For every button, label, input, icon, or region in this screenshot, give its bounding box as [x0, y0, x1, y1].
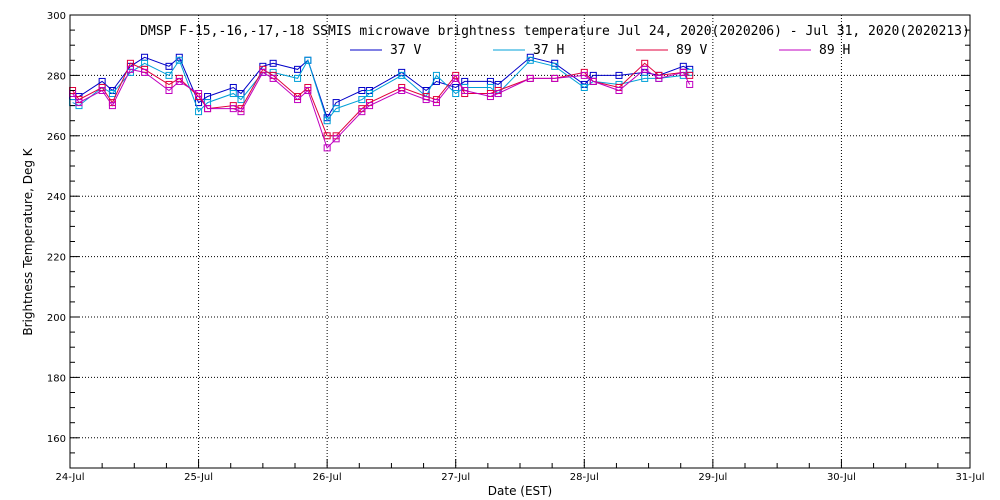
chart-title: DMSP F-15,-16,-17,-18 SSMIS microwave br…	[140, 24, 970, 39]
data-point	[358, 87, 366, 94]
data-point	[494, 90, 502, 98]
data-point	[580, 83, 588, 91]
series-line	[72, 59, 690, 122]
y-tick-label: 200	[47, 313, 66, 324]
data-point	[655, 74, 663, 82]
data-point	[615, 87, 623, 94]
legend: 37 V 37 H 89 V 89 H	[350, 43, 850, 58]
legend-label: 37 H	[533, 43, 564, 58]
data-point	[432, 71, 440, 79]
data-point	[526, 74, 534, 82]
data-point	[304, 87, 312, 94]
y-tick-label: 260	[47, 132, 66, 143]
legend-label: 37 V	[390, 43, 421, 58]
data-point	[204, 105, 212, 113]
y-tick-label: 220	[47, 253, 66, 264]
data-point	[165, 87, 173, 94]
data-point	[432, 99, 440, 107]
x-tick-label: 29-Jul	[698, 472, 727, 483]
data-point	[323, 117, 331, 125]
x-tick-label: 26-Jul	[313, 472, 342, 483]
data-point	[304, 56, 312, 64]
data-point	[452, 74, 460, 82]
series-37-h	[69, 56, 694, 125]
legend-label: 89 H	[819, 43, 850, 58]
data-point	[108, 102, 116, 110]
x-tick-label: 30-Jul	[827, 472, 856, 483]
data-point	[237, 96, 245, 104]
data-point	[175, 77, 183, 85]
x-tick-label: 27-Jul	[441, 472, 470, 483]
data-point	[294, 74, 302, 82]
y-tick-label: 240	[47, 192, 66, 203]
data-point	[332, 105, 340, 113]
y-tick-label: 180	[47, 373, 66, 384]
data-point	[294, 65, 302, 73]
series-line	[72, 62, 690, 137]
data-point	[269, 74, 277, 82]
data-point	[269, 59, 277, 67]
data-point	[141, 68, 149, 76]
data-point	[165, 62, 173, 70]
x-tick-label: 31-Jul	[956, 472, 985, 483]
data-point	[641, 65, 649, 73]
data-point	[108, 90, 116, 98]
data-point	[259, 68, 267, 76]
series-line	[72, 68, 691, 149]
data-point	[358, 96, 366, 104]
y-tick-label: 160	[47, 434, 66, 445]
y-axis-title: Brightness Temperature, Deg K	[21, 147, 35, 335]
data-point	[551, 62, 559, 70]
data-point	[551, 74, 559, 82]
data-point	[486, 93, 494, 101]
data-point	[75, 99, 83, 107]
data-point	[452, 90, 460, 98]
data-point	[323, 144, 331, 152]
series-89-h	[69, 65, 694, 152]
data-point	[366, 90, 374, 98]
data-point	[615, 71, 623, 79]
data-point	[165, 71, 173, 79]
data-point	[398, 71, 406, 79]
data-point	[398, 87, 406, 94]
data-point	[686, 80, 694, 88]
x-tick-label: 24-Jul	[56, 472, 85, 483]
data-point	[641, 74, 649, 82]
x-tick-label: 28-Jul	[570, 472, 599, 483]
data-point	[195, 108, 203, 116]
data-point	[195, 90, 203, 98]
data-point	[461, 87, 469, 94]
data-point	[589, 77, 597, 85]
data-point	[323, 132, 331, 140]
data-point	[175, 56, 183, 64]
data-point	[237, 108, 245, 116]
data-point	[422, 96, 430, 104]
data-point	[358, 108, 366, 116]
data-point	[332, 135, 340, 143]
data-point	[229, 90, 237, 98]
data-point	[229, 105, 237, 113]
data-point	[126, 65, 134, 73]
series-line	[72, 56, 690, 119]
x-tick-label: 25-Jul	[184, 472, 213, 483]
data-point	[580, 71, 588, 79]
y-tick-label: 300	[47, 11, 66, 22]
axis-layer: 24-Jul 25-Jul 26-Jul 27-Jul 28-Jul 29-Jul 30-J…	[47, 11, 985, 483]
data-point	[679, 68, 687, 76]
series-layer	[69, 53, 694, 152]
y-tick-label: 280	[47, 71, 66, 82]
data-point	[526, 56, 534, 64]
data-point	[294, 96, 302, 104]
x-axis-title: Date (EST)	[488, 484, 552, 498]
data-point	[98, 87, 106, 94]
legend-label: 89 V	[676, 43, 707, 58]
data-point	[366, 102, 374, 110]
